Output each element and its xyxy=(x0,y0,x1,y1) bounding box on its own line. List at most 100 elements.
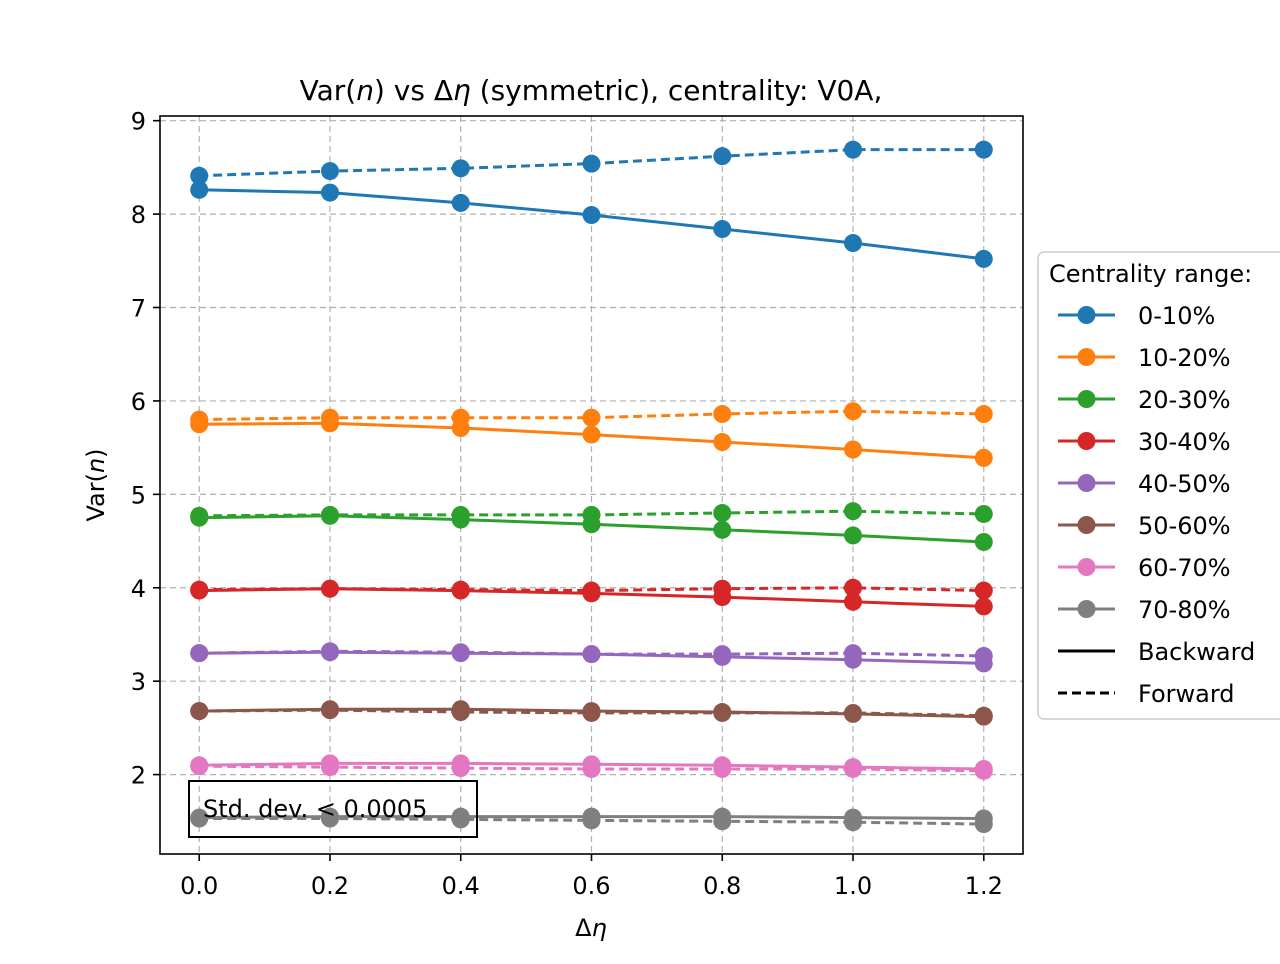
data-point-backward xyxy=(320,183,339,202)
data-point-backward xyxy=(451,419,470,438)
data-point-backward xyxy=(582,807,601,826)
data-point-backward xyxy=(451,644,470,663)
legend-label: Backward xyxy=(1138,638,1255,666)
data-point-backward xyxy=(190,508,209,527)
data-point-backward xyxy=(190,702,209,721)
legend-item: 10-20% xyxy=(1058,344,1231,372)
legend-label: 40-50% xyxy=(1138,470,1231,498)
y-tick-label: 2 xyxy=(131,762,146,790)
legend-label: 60-70% xyxy=(1138,554,1231,582)
data-point-forward xyxy=(320,162,339,181)
data-point-backward xyxy=(844,526,863,545)
data-point-backward xyxy=(844,592,863,611)
x-tick-label: 0.0 xyxy=(180,872,218,900)
data-point-backward xyxy=(190,415,209,434)
data-point-backward xyxy=(190,808,209,827)
data-point-forward xyxy=(974,581,993,600)
y-tick-label: 8 xyxy=(131,201,146,229)
y-tick-label: 7 xyxy=(131,295,146,323)
data-point-backward xyxy=(582,515,601,534)
legend-swatch-marker xyxy=(1077,432,1096,450)
legend-label: 20-30% xyxy=(1138,386,1231,414)
grid xyxy=(160,116,1023,854)
data-point-backward xyxy=(844,650,863,669)
data-point-forward xyxy=(974,405,993,424)
data-point-backward xyxy=(320,414,339,433)
legend: Centrality range: 0-10% 10-20% 20-30% 30-40… xyxy=(1037,251,1280,720)
data-point-backward xyxy=(451,581,470,600)
data-point-backward xyxy=(582,584,601,603)
x-axis: 0.0 0.2 0.4 0.6 0.8 1.0 1.2 xyxy=(180,854,1003,900)
y-tick-label: 9 xyxy=(131,108,146,136)
x-tick-label: 1.0 xyxy=(834,872,872,900)
data-point-backward xyxy=(582,425,601,444)
data-point-backward xyxy=(320,807,339,826)
data-point-backward xyxy=(974,654,993,673)
data-point-backward xyxy=(713,756,732,775)
series-40-50 xyxy=(190,642,993,673)
x-tick-label: 0.4 xyxy=(442,872,480,900)
x-tick-label: 0.8 xyxy=(703,872,741,900)
legend-item-dashed: Forward xyxy=(1058,680,1235,708)
data-point-backward xyxy=(190,644,209,663)
data-point-backward xyxy=(320,700,339,719)
annotation-text: Std. dev. < 0.0005 xyxy=(203,795,427,823)
data-point-backward xyxy=(844,808,863,827)
data-point-backward xyxy=(451,807,470,826)
legend-item: 40-50% xyxy=(1058,470,1231,498)
x-tick-label: 0.6 xyxy=(572,872,610,900)
x-tick-label: 1.2 xyxy=(965,872,1003,900)
data-point-forward xyxy=(713,405,732,424)
legend-swatch-marker xyxy=(1077,390,1096,408)
legend-item: 70-80% xyxy=(1058,596,1231,624)
annotation-frame xyxy=(188,780,478,838)
data-point-backward xyxy=(582,645,601,664)
data-point-backward xyxy=(713,520,732,539)
data-point-backward xyxy=(713,220,732,239)
data-point-backward xyxy=(713,807,732,826)
x-tick-label: 0.2 xyxy=(311,872,349,900)
data-point-backward xyxy=(451,700,470,719)
series-layer xyxy=(190,140,993,834)
y-tick-label: 4 xyxy=(131,575,146,603)
data-point-backward xyxy=(582,206,601,225)
legend-title: Centrality range: xyxy=(1049,260,1252,288)
data-point-forward xyxy=(713,504,732,523)
legend-swatch-marker xyxy=(1077,558,1096,576)
series-30-40 xyxy=(190,578,993,616)
series-70-80 xyxy=(190,807,993,834)
data-point-forward xyxy=(844,402,863,421)
data-point-backward xyxy=(190,180,209,199)
legend-item-solid: Backward xyxy=(1058,638,1255,666)
legend-label: 30-40% xyxy=(1138,428,1231,456)
legend-swatch-marker xyxy=(1077,474,1096,492)
data-point-forward xyxy=(582,408,601,427)
y-tick-label: 6 xyxy=(131,388,146,416)
data-point-backward xyxy=(190,581,209,600)
series-0-10 xyxy=(190,140,993,268)
y-tick-label: 5 xyxy=(131,481,146,509)
data-point-backward xyxy=(451,754,470,773)
legend-item: 0-10% xyxy=(1058,302,1215,330)
data-point-forward xyxy=(844,140,863,159)
legend-item: 60-70% xyxy=(1058,554,1231,582)
data-point-backward xyxy=(713,588,732,607)
data-point-backward xyxy=(320,579,339,598)
data-point-backward xyxy=(713,703,732,722)
legend-label: Forward xyxy=(1138,680,1235,708)
y-axis-label: Var(n) xyxy=(82,448,110,521)
data-point-backward xyxy=(320,506,339,525)
series-20-30 xyxy=(190,502,993,551)
data-point-backward xyxy=(974,707,993,726)
legend-label: 50-60% xyxy=(1138,512,1231,540)
data-point-forward xyxy=(190,166,209,185)
chart-title: Var(n) vs Δη (symmetric), centrality: V0… xyxy=(300,74,883,107)
data-point-forward xyxy=(974,140,993,159)
annotation-box: Std. dev. < 0.0005 xyxy=(188,780,478,838)
x-axis-label: Δη xyxy=(575,914,607,942)
data-point-backward xyxy=(451,510,470,529)
data-point-backward xyxy=(844,440,863,459)
data-point-backward xyxy=(190,756,209,775)
data-point-backward xyxy=(713,433,732,452)
